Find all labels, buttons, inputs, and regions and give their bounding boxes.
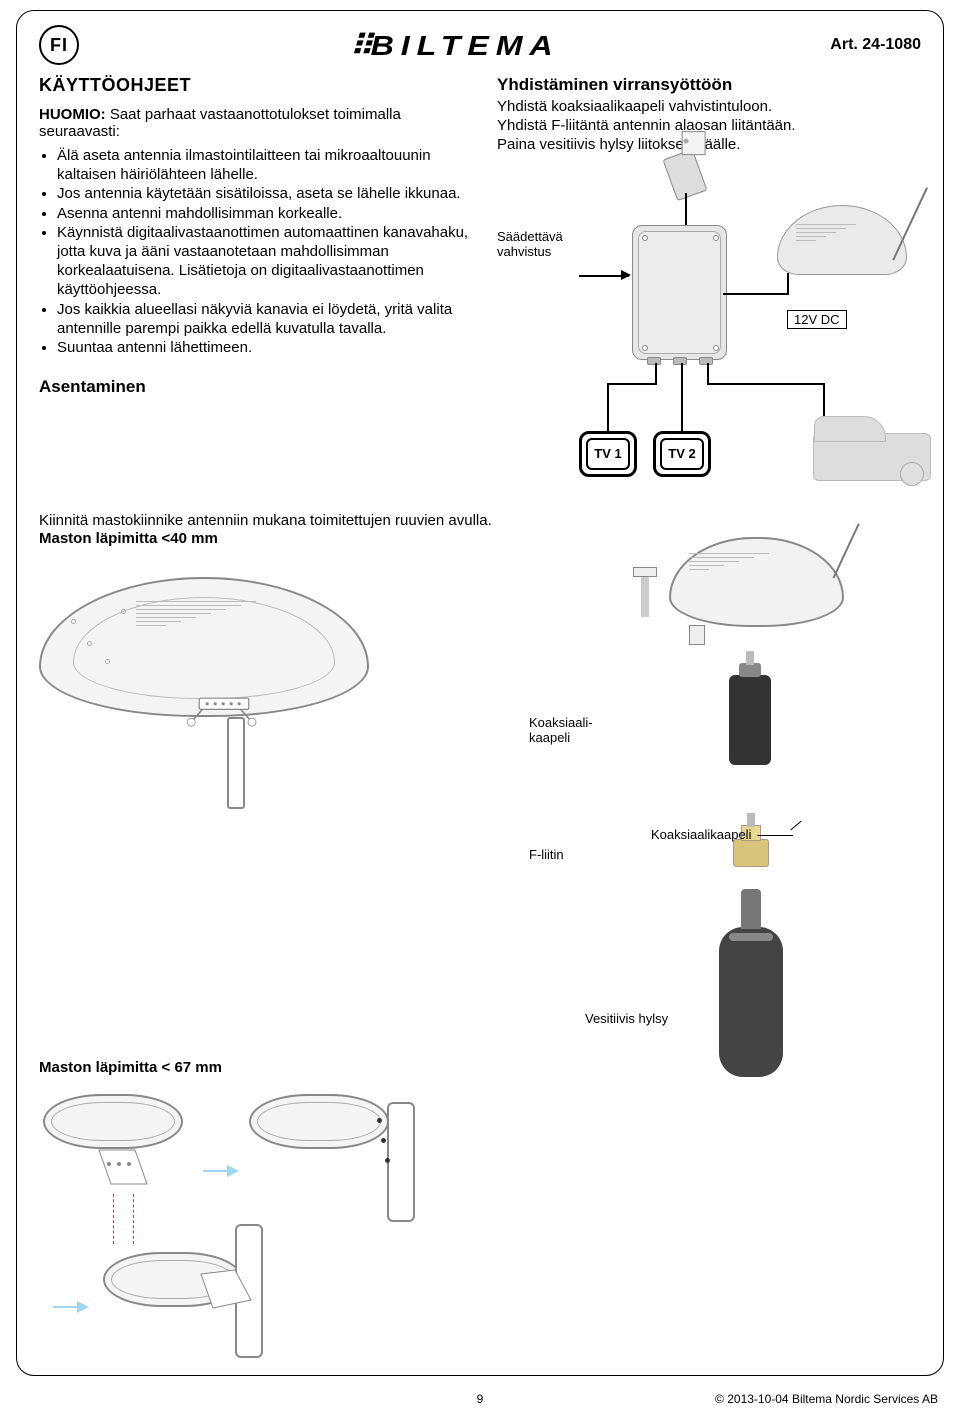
bracket-sm-icon — [95, 1146, 155, 1206]
coax-full-label: Koaksiaalikaapeli — [651, 827, 751, 842]
copyright: © 2013-10-04 Biltema Nordic Services AB — [715, 1392, 938, 1406]
bracket-icon — [169, 695, 279, 727]
antenna-small-icon — [669, 537, 844, 627]
mast67-diagram — [39, 1084, 921, 1384]
manual-page: FI ⠿BILTEMA Art. 24-1080 KÄYTTÖOHJEET HU… — [16, 10, 944, 1376]
brand-logo: ⠿BILTEMA — [349, 29, 559, 62]
f-connector-label: F-liitin — [529, 847, 564, 862]
mast-pole-icon — [227, 717, 245, 809]
page-number: 9 — [477, 1392, 484, 1406]
mounting-text: Kiinnitä mastokiinnike antenniin mukana … — [39, 511, 921, 530]
twelve-volt-label: 12V DC — [787, 310, 847, 329]
cable-assembly-diagram: Koaksiaali-kaapeli F-liitin Koaksiaalika… — [529, 547, 921, 1047]
adjustable-gain-label: Säädettävä vahvistus — [497, 229, 563, 259]
language-badge: FI — [39, 25, 79, 65]
coax-connector-icon — [729, 675, 771, 765]
coax-label: Koaksiaali-kaapeli — [529, 715, 593, 745]
list-item: Suuntaa antenni lähettimeen. — [57, 338, 469, 357]
connection-text: Yhdistä koaksiaalikaapeli vahvistintuloo… — [497, 97, 921, 155]
mast-diameter-67: Maston läpimitta < 67 mm — [39, 1059, 921, 1076]
notice-paragraph: HUOMIO: Saat parhaat vastaanottotulokset… — [39, 106, 469, 140]
vehicle-icon — [813, 433, 931, 481]
tv2-box: TV 2 — [653, 431, 711, 477]
list-item: Jos antennia käytetään sisätiloissa, ase… — [57, 184, 469, 203]
f-connector-icon — [733, 839, 769, 867]
step2-arrow-icon — [203, 1170, 237, 1172]
notice-label: HUOMIO: — [39, 106, 106, 123]
left-column: KÄYTTÖOHJEET HUOMIO: Saat parhaat vastaa… — [39, 75, 469, 505]
pole-step2-icon — [387, 1102, 415, 1222]
sleeve-icon — [719, 927, 783, 1077]
step3-arrow-icon — [53, 1306, 87, 1308]
bracket-step3-icon — [199, 1268, 259, 1316]
right-column: Yhdistäminen virransyöttöön Yhdistä koak… — [497, 75, 921, 505]
power-connection-diagram: Säädettävä vahvistus 12V DC — [497, 165, 921, 505]
section-title-installation: Asentaminen — [39, 377, 469, 397]
section-title-instructions: KÄYTTÖOHJEET — [39, 75, 469, 96]
mast40-diagram — [39, 557, 459, 817]
list-item: Käynnistä digitaalivastaanottimen automa… — [57, 223, 469, 300]
antenna-icon — [777, 205, 907, 275]
antenna-step1-icon — [43, 1094, 183, 1149]
tv1-box: TV 1 — [579, 431, 637, 477]
antenna-step2-icon — [249, 1094, 389, 1149]
lower-section: Kiinnitä mastokiinnike antenniin mukana … — [39, 511, 921, 1384]
amplifier-inner — [638, 231, 721, 354]
page-header: FI ⠿BILTEMA Art. 24-1080 — [39, 25, 921, 65]
instruction-list: Älä aseta antennia ilmastointilaitteen t… — [57, 146, 469, 357]
list-item: Jos kaikkia alueellasi näkyviä kanavia e… — [57, 300, 469, 338]
sleeve-label: Vesitiivis hylsy — [585, 1011, 668, 1026]
page-footer: 9 © 2013-10-04 Biltema Nordic Services A… — [0, 1392, 960, 1406]
list-item: Älä aseta antennia ilmastointilaitteen t… — [57, 146, 469, 184]
article-number: Art. 24-1080 — [830, 36, 921, 54]
list-item: Asenna antenni mahdollisimman korkealle. — [57, 204, 469, 223]
section-title-connection: Yhdistäminen virransyöttöön — [497, 75, 921, 95]
